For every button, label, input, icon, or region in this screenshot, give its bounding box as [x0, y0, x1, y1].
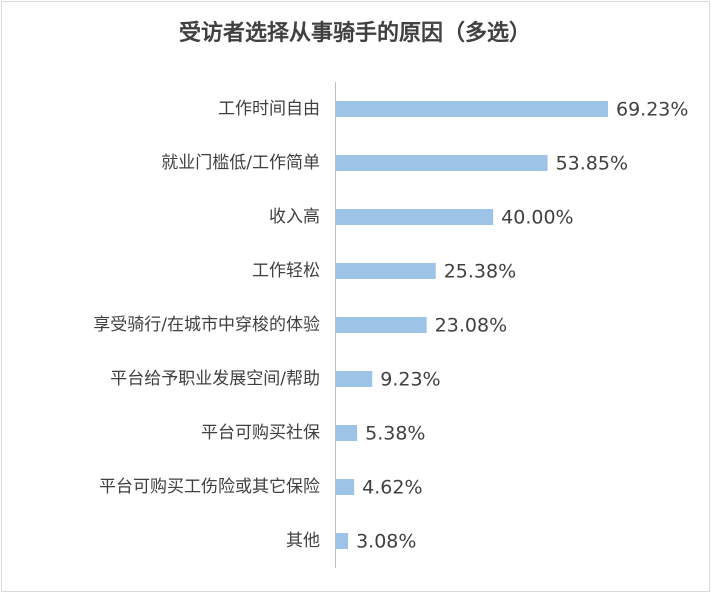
y-tick-label: 平台可购买社保 [201, 423, 320, 443]
bar [336, 317, 427, 333]
data-label: 4.62% [362, 477, 422, 499]
bar [336, 479, 355, 495]
y-tick-label: 其他 [286, 531, 320, 551]
data-label: 9.23% [380, 369, 440, 391]
bar [336, 101, 608, 117]
y-tick-label: 平台可购买工伤险或其它保险 [99, 477, 320, 497]
y-tick-label: 平台给予职业发展空间/帮助 [110, 369, 320, 389]
data-label: 5.38% [365, 423, 425, 445]
bar [336, 155, 548, 171]
bar [336, 209, 494, 225]
data-label: 53.85% [556, 153, 628, 175]
y-tick-label: 工作时间自由 [218, 99, 320, 119]
bar [336, 371, 373, 387]
data-label: 23.08% [435, 315, 507, 337]
y-tick-label: 享受骑行/在城市中穿梭的体验 [93, 315, 320, 335]
bar [336, 425, 358, 441]
y-tick-label: 收入高 [269, 207, 320, 227]
chart-title: 受访者选择从事骑手的原因（多选） [179, 20, 531, 46]
data-label: 69.23% [616, 99, 688, 121]
data-label: 25.38% [444, 261, 516, 283]
data-label: 40.00% [501, 207, 573, 229]
y-tick-label: 工作轻松 [252, 261, 320, 281]
y-tick-label: 就业门槛低/工作简单 [161, 153, 320, 173]
bar [336, 263, 436, 279]
bar [336, 533, 349, 549]
data-label: 3.08% [356, 531, 416, 553]
